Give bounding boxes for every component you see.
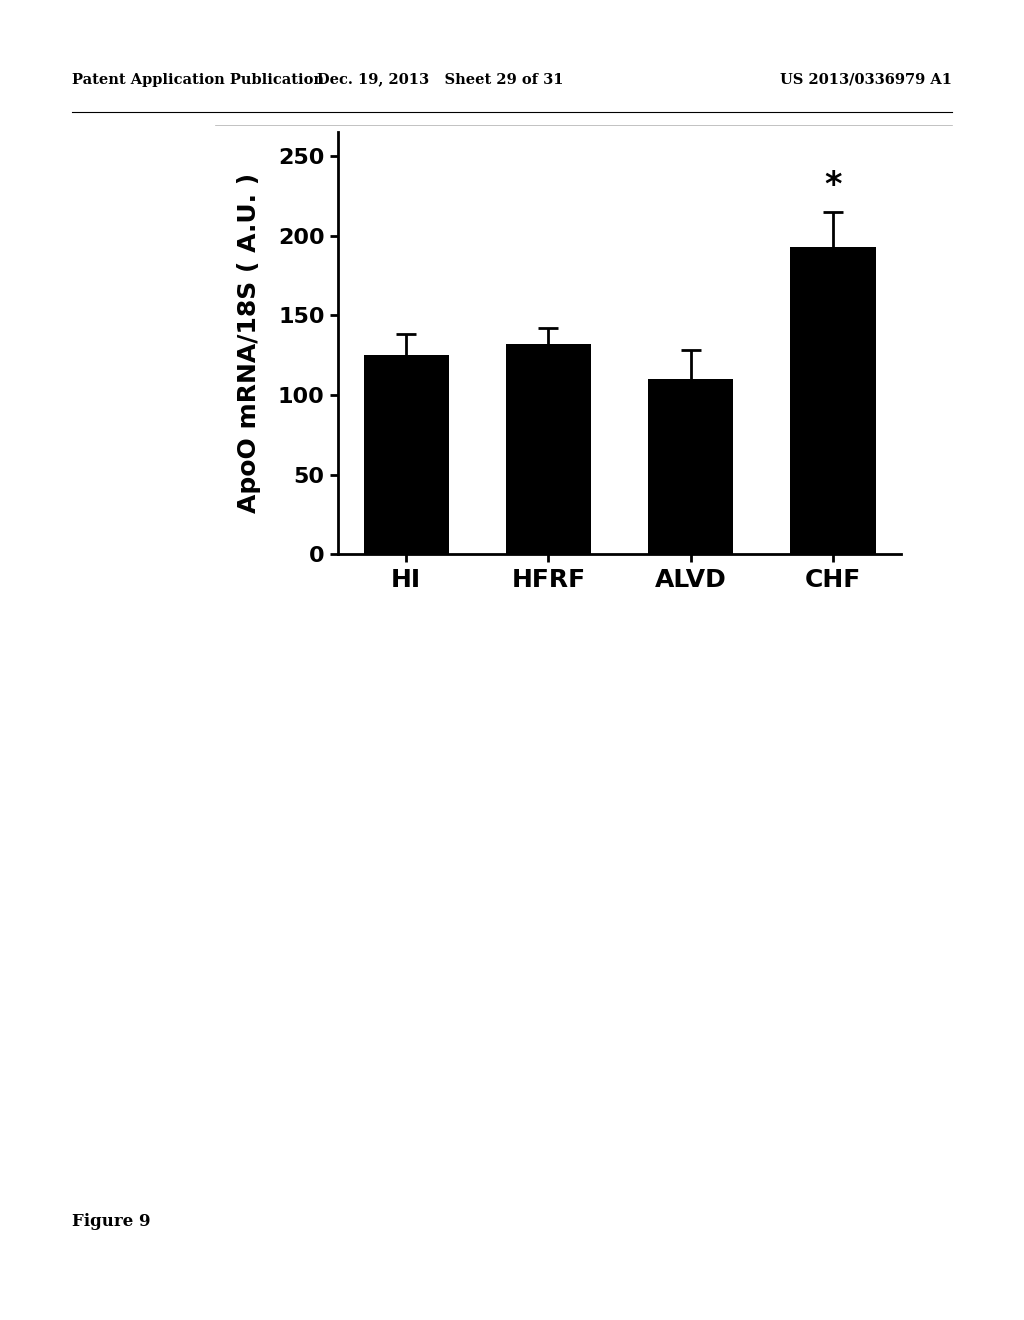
Bar xyxy=(364,355,449,554)
Text: Dec. 19, 2013   Sheet 29 of 31: Dec. 19, 2013 Sheet 29 of 31 xyxy=(317,73,563,87)
Y-axis label: ApoO mRNA/18S ( A.U. ): ApoO mRNA/18S ( A.U. ) xyxy=(238,173,261,513)
Bar xyxy=(506,345,591,554)
Bar xyxy=(648,379,733,554)
Bar xyxy=(791,247,876,554)
Text: Patent Application Publication: Patent Application Publication xyxy=(72,73,324,87)
Text: Figure 9: Figure 9 xyxy=(72,1213,151,1230)
Text: *: * xyxy=(824,169,842,202)
Text: US 2013/0336979 A1: US 2013/0336979 A1 xyxy=(780,73,952,87)
